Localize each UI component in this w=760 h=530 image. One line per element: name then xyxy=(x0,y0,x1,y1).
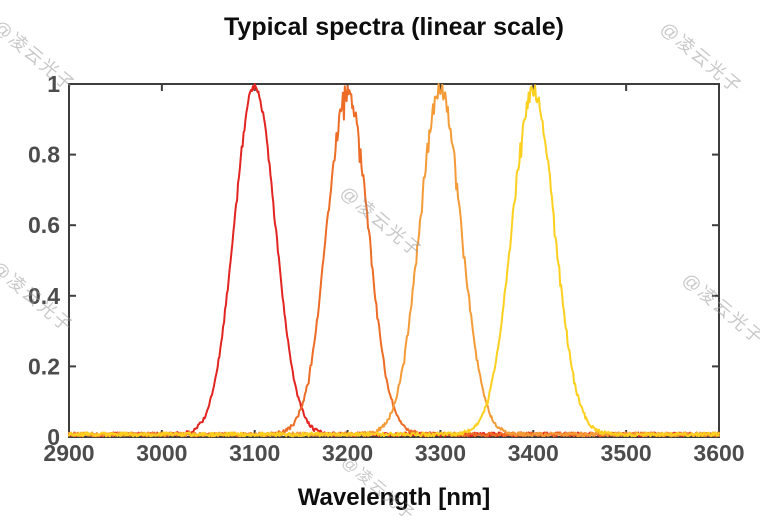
x-axis-label: Wavelength [nm] xyxy=(297,484,491,511)
y-tick-label: 0.2 xyxy=(28,353,60,379)
x-tick-label: 3500 xyxy=(601,440,652,466)
x-tick-label: 3000 xyxy=(136,440,187,466)
x-tick-label: 3100 xyxy=(229,440,280,466)
spectrum-curve-3100nm xyxy=(68,83,720,438)
y-tick-label: 0.6 xyxy=(28,212,60,238)
y-tick-label: 0.8 xyxy=(28,142,60,168)
x-tick-label: 3400 xyxy=(508,440,559,466)
y-tick-label: 0.4 xyxy=(28,283,60,309)
x-tick-label: 2900 xyxy=(43,440,94,466)
x-tick-label: 3600 xyxy=(693,440,744,466)
plot-axes-box xyxy=(68,83,720,438)
chart-title: Typical spectra (linear scale) xyxy=(224,13,564,41)
y-tick-label: 0 xyxy=(47,424,60,450)
spectrum-curve-3300nm xyxy=(68,83,720,438)
x-tick-label: 3300 xyxy=(415,440,466,466)
x-tick-label: 3200 xyxy=(322,440,373,466)
y-tick-label: 1 xyxy=(47,71,60,97)
spectrum-curve-3200nm xyxy=(68,85,720,438)
spectrum-curve-3400nm xyxy=(68,84,720,438)
